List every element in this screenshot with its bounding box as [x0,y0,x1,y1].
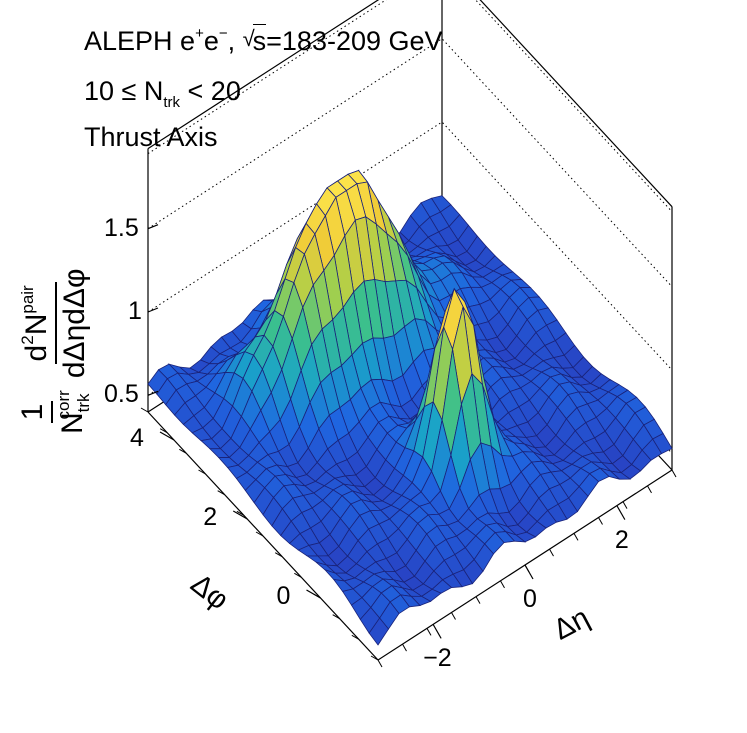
z-tick-2 [147,224,159,230]
x-tick-label-2: 2 [614,525,629,554]
x-minor-tick-10 [622,501,628,509]
y-minor-tick-12 [140,407,149,413]
y-tick-1 [232,510,248,520]
y-tick-label-0: 0 [276,582,291,610]
sqrt-symbol: s [243,24,267,56]
z-tick-label-2: 1.5 [104,213,139,242]
x-minor-tick-5 [500,580,505,589]
frame-top-right [479,0,673,208]
x-tick-label-0: −2 [423,644,452,673]
x-minor-tick-7 [549,548,554,557]
y-tick-label-2: 4 [130,424,144,453]
x-tick-label-1: 0 [523,585,537,613]
x-minor-tick-9 [598,517,603,525]
z-axis-title: 1 Ntrkcorr d2Npair dΔηdΔφ [10,218,120,448]
x-minor-tick-0 [377,659,383,668]
z-tick-label-0: 0.5 [104,380,139,409]
z-tick-1 [147,307,159,313]
multiplicity-label: 10 ≤ Ntrk < 20 [84,76,241,111]
frame-top-left [147,0,380,150]
x-minor-tick-11 [647,485,652,494]
plot-axes [140,224,677,668]
experiment-label: ALEPH e+e−, s=183-209 GeV [84,24,443,56]
z-title-prefactor: 1 Ntrkcorr [16,390,93,434]
surface-cell-0-0 [368,617,389,646]
y-tick-label-1: 2 [203,503,218,532]
x-tick-0 [432,624,442,639]
x-minor-tick-4 [475,596,481,604]
x-minor-tick-8 [573,533,579,541]
surface-mesh [147,169,673,646]
z-tick-0 [147,390,159,396]
x-tick-2 [616,505,626,520]
z-tick-label-1: 1 [128,297,142,325]
y-axis-line [147,411,379,661]
axis-definition-label: Thrust Axis [84,122,218,152]
x-minor-tick-1 [402,643,407,652]
x-minor-tick-6 [524,564,530,573]
y-tick-2 [159,431,175,441]
x-minor-tick-3 [451,612,456,620]
z-title-derivative: d2Npair dΔηdΔφ [18,268,91,379]
x-minor-tick-2 [426,628,432,636]
x-minor-tick-12 [671,469,677,478]
x-axis-line [377,469,673,661]
